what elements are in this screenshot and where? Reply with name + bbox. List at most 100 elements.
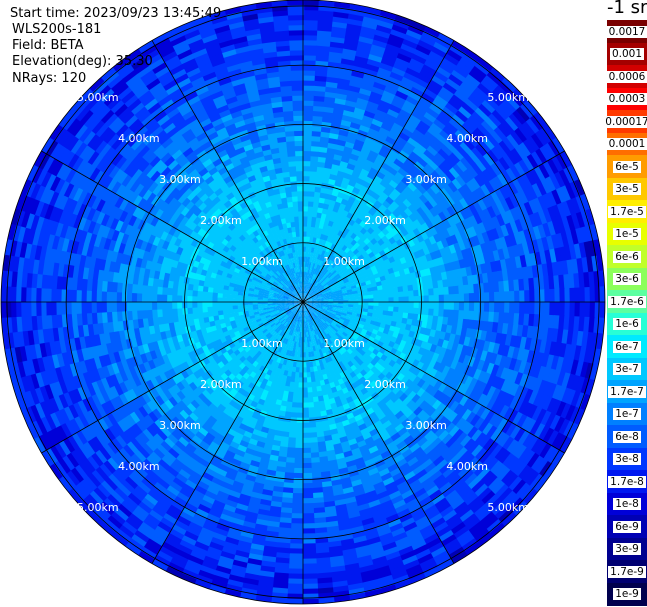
ppi-cell [305,251,309,257]
ppi-cell [453,293,460,303]
ppi-cell [529,289,536,303]
ppi-cell [358,302,364,306]
ppi-cell [313,196,321,203]
ppi-cell [290,513,303,520]
ppi-cell [321,177,330,184]
ppi-cell [298,372,303,379]
ppi-cell [302,432,311,439]
ppi-cell [302,457,312,464]
ppi-cell [312,110,324,117]
ppi-cell [306,231,311,237]
ppi-cell [318,146,329,153]
ppi-cell [307,276,310,283]
ppi-cell [302,508,315,514]
ppi-cell [326,147,337,155]
ppi-cell [294,452,303,459]
ppi-cell [345,27,362,37]
ppi-cell [453,302,460,311]
ppi-cell [303,140,313,147]
ppi-cell [311,211,318,218]
ppi-cell [307,251,312,258]
ppi-cell [316,166,325,173]
ppi-cell [315,50,331,57]
ppi-cell [292,477,303,484]
ppi-cell [297,397,303,404]
ppi-cell [309,231,315,238]
ppi-cell [303,0,321,6]
ppi-cell [292,482,303,489]
ppi-cell [318,197,326,204]
ppi-cell [304,276,306,282]
ppi-cell [308,246,312,253]
ppi-cell [304,286,306,293]
ppi-cell [325,86,338,94]
ppi-cell [312,115,324,122]
ppi-cell [316,211,323,219]
ppi-cell [313,105,325,112]
ppi-cell [303,185,310,192]
ppi-cell [303,84,316,91]
ppi-cell [302,528,316,535]
ppi-cell [448,302,455,311]
ppi-cell [311,216,317,223]
ppi-cell [302,487,314,494]
ppi-cell [423,302,430,310]
ppi-cell [297,392,303,399]
ppi-cell [291,497,303,504]
ppi-cell [304,281,307,288]
ppi-cell [296,407,303,414]
ppi-cell [544,289,551,303]
ppi-cell [302,523,315,530]
ppi-cell [306,276,309,283]
ppi-cell [307,215,313,222]
ppi-cell [310,155,319,162]
ppi-cell [303,115,314,122]
ppi-cell [514,302,521,315]
ppi-cell [297,402,303,409]
ppi-cell [398,296,405,303]
ppi-cell [349,3,368,12]
ppi-cell [323,101,336,109]
ppi-cell [307,210,313,217]
ppi-cell [320,187,328,194]
ppi-cell [290,518,303,525]
ppi-cell [428,295,435,303]
ppi-cell [303,64,317,71]
ppi-cell [303,230,308,237]
ppi-cell [311,125,323,132]
ppi-cell [319,136,330,144]
ppi-cell [473,292,480,303]
ppi-cell [368,302,375,307]
ppi-cell [317,201,325,209]
ppi-cell [303,19,319,26]
ppi-cell [478,302,485,313]
ppi-cell [303,195,309,202]
ppi-cell [317,206,324,214]
ppi-cell [524,290,531,303]
ppi-cell [303,24,319,31]
ppi-cell [303,256,306,262]
ppi-cell [308,195,315,202]
ppi-cell [302,422,310,429]
ppi-cell [314,186,322,193]
ppi-cell [304,291,306,298]
ppi-cell [302,518,315,525]
ppi-cell [303,39,318,46]
ppi-cell [294,447,303,454]
ppi-cell [295,427,303,434]
ppi-cell [302,437,311,444]
ppi-cell [443,302,450,311]
ppi-cell [303,291,305,298]
ppi-cell [311,140,321,147]
ppi-cell [302,503,314,509]
ppi-cell [319,141,329,148]
ppi-cell [314,80,328,87]
ppi-cell [314,221,321,229]
ppi-cell [403,302,410,308]
ppi-cell [378,302,385,307]
ppi-cell [295,432,303,439]
ppi-cell [433,302,440,310]
ppi-cell [408,296,415,303]
ppi-cell [295,437,303,444]
ppi-cell [303,44,318,51]
